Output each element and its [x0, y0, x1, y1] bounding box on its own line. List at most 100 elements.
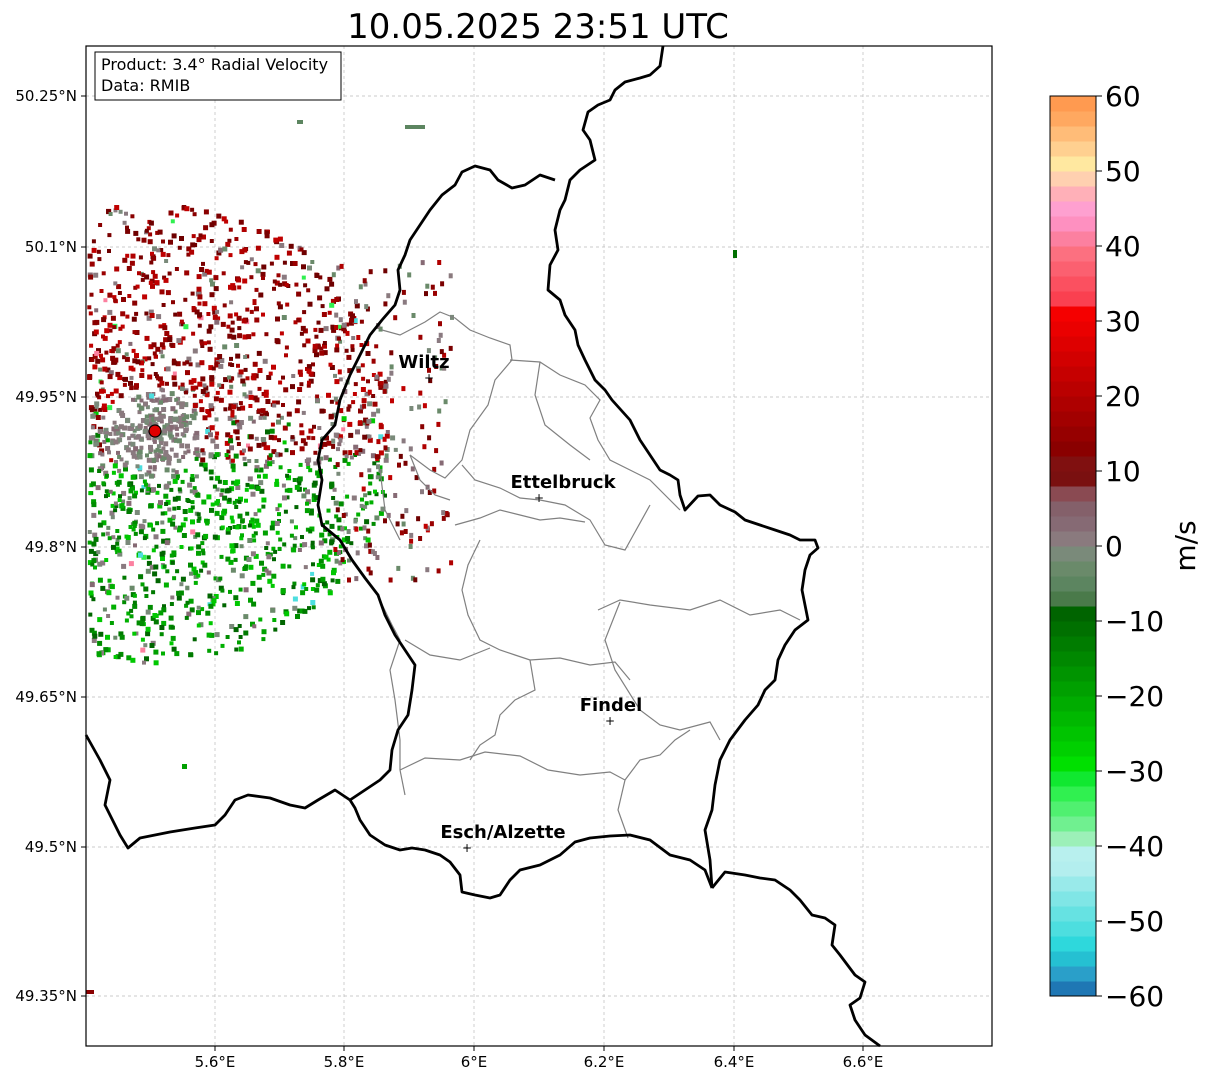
- radar-echo-pixel: [230, 567, 236, 573]
- radar-echo-pixel: [220, 525, 225, 530]
- radar-echo-pixel: [351, 495, 357, 501]
- radar-echo-pixel: [292, 605, 298, 611]
- radar-echo-pixel: [125, 314, 130, 319]
- radar-echo-pixel: [89, 343, 94, 348]
- radar-echo-pixel: [150, 283, 155, 289]
- radar-echo-pixel: [215, 390, 220, 395]
- radar-echo-pixel: [109, 391, 114, 396]
- radar-echo-pixel: [374, 515, 380, 521]
- radar-echo-pixel: [144, 274, 150, 280]
- radar-echo-pixel: [277, 438, 281, 443]
- colorbar-segment: [1050, 366, 1096, 382]
- radar-echo-pixel: [347, 421, 353, 427]
- radar-echo-pixel: [137, 449, 143, 455]
- radar-echo-pixel: [297, 120, 303, 124]
- radar-echo-pixel: [378, 450, 384, 456]
- radar-echo-pixel: [202, 462, 208, 468]
- radar-echo-pixel: [189, 413, 194, 418]
- lat-tick-label: 50.1°N: [25, 238, 77, 256]
- radar-echo-pixel: [308, 378, 314, 384]
- radar-echo-pixel: [97, 466, 103, 472]
- radar-echo-pixel: [376, 464, 380, 470]
- radar-echo-pixel: [311, 562, 315, 567]
- radar-echo-pixel: [128, 365, 134, 371]
- radar-echo-pixel: [191, 408, 197, 414]
- radar-echo-pixel: [345, 330, 350, 336]
- radar-echo-pixel: [98, 223, 103, 227]
- radar-echo-pixel: [271, 573, 277, 579]
- colorbar-segment: [1050, 141, 1096, 157]
- radar-echo-pixel: [92, 532, 98, 538]
- radar-echo-pixel: [338, 339, 343, 344]
- radar-echo-pixel: [411, 313, 416, 318]
- radar-echo-pixel: [149, 473, 154, 479]
- radar-echo-pixel: [138, 574, 144, 580]
- radar-echo-pixel: [307, 606, 311, 611]
- radar-echo-pixel: [138, 552, 143, 558]
- info-box: Product: 3.4° Radial Velocity Data: RMIB: [94, 51, 342, 101]
- radar-echo-pixel: [171, 300, 175, 305]
- radar-echo-pixel: [238, 587, 243, 592]
- radar-echo-pixel: [233, 557, 238, 562]
- radar-echo-pixel: [142, 660, 146, 665]
- radar-echo-pixel: [140, 647, 146, 653]
- radar-echo-pixel: [161, 414, 166, 419]
- radar-echo-pixel: [334, 550, 339, 556]
- radar-echo-pixel: [153, 372, 158, 376]
- radar-echo-pixel: [89, 582, 95, 588]
- radar-echo-pixel: [439, 349, 444, 355]
- radar-echo-pixel: [117, 455, 122, 459]
- radar-echo-pixel: [131, 316, 137, 322]
- radar-echo-pixel: [161, 538, 167, 544]
- lat-tick-label: 49.8°N: [25, 538, 77, 556]
- radar-echo-pixel: [185, 360, 190, 365]
- radar-echo-pixel: [225, 241, 231, 247]
- radar-echo-pixel: [323, 455, 329, 461]
- radar-echo-pixel: [425, 283, 430, 289]
- radar-echo-pixel: [285, 302, 290, 307]
- radar-echo-pixel: [337, 324, 342, 329]
- radar-echo-pixel: [319, 408, 325, 414]
- radar-echo-pixel: [354, 576, 359, 582]
- radar-echo-pixel: [140, 418, 146, 423]
- radar-echo-pixel: [274, 254, 280, 260]
- radar-echo-pixel: [104, 328, 110, 334]
- radar-echo-pixel: [234, 429, 240, 435]
- radar-echo-pixel: [370, 418, 376, 424]
- radar-echo-pixel: [189, 607, 195, 613]
- radar-echo-pixel: [117, 548, 122, 553]
- radar-echo-pixel: [437, 260, 442, 265]
- radar-echo-pixel: [258, 480, 264, 486]
- radar-echo-pixel: [188, 598, 194, 604]
- radar-echo-pixel: [89, 627, 95, 633]
- radar-echo-pixel: [257, 474, 261, 479]
- radar-echo-pixel: [437, 408, 442, 414]
- radar-echo-pixel: [119, 457, 124, 462]
- radar-echo-pixel: [438, 332, 443, 338]
- radar-echo-pixel: [372, 461, 377, 466]
- radar-echo-pixel: [191, 415, 197, 421]
- radar-echo-pixel: [144, 414, 149, 419]
- radar-echo-pixel: [155, 521, 160, 526]
- radar-echo-pixel: [151, 342, 157, 348]
- radar-echo-pixel: [378, 326, 383, 332]
- radar-echo-pixel: [184, 414, 190, 420]
- radar-echo-pixel: [122, 257, 128, 263]
- radar-echo-pixel: [189, 546, 194, 551]
- radar-echo-pixel: [266, 375, 272, 380]
- radar-echo-pixel: [118, 438, 123, 442]
- radar-echo-pixel: [142, 356, 148, 362]
- radar-echo-pixel: [267, 455, 273, 461]
- radar-echo-pixel: [110, 399, 115, 404]
- radar-echo-pixel: [359, 319, 364, 324]
- radar-echo-pixel: [150, 362, 155, 367]
- radar-echo-pixel: [250, 517, 255, 522]
- radar-echo-pixel: [152, 437, 157, 442]
- radar-echo-pixel: [175, 476, 180, 481]
- radar-echo-pixel: [231, 480, 236, 485]
- radar-echo-pixel: [220, 488, 225, 493]
- radar-echo-pixel: [160, 251, 166, 257]
- radar-echo-pixel: [99, 289, 104, 293]
- radar-echo-pixel: [242, 392, 247, 397]
- radar-echo-pixel: [265, 429, 270, 435]
